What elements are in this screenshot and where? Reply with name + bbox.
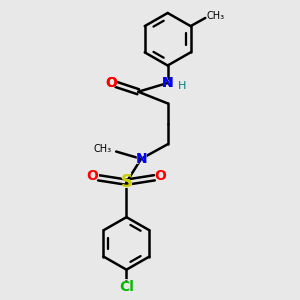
Text: O: O [105,76,117,90]
Text: O: O [104,74,117,92]
Text: Cl: Cl [118,278,134,296]
Text: CH₃: CH₃ [206,11,224,22]
Text: O: O [154,169,166,183]
Text: O: O [154,167,167,185]
Text: H: H [178,81,187,91]
Text: S: S [120,173,132,191]
Text: CH₃: CH₃ [94,144,112,154]
Text: S: S [120,172,133,192]
Text: N: N [134,150,148,168]
Text: O: O [105,76,117,90]
Text: N: N [161,74,174,92]
Text: N: N [135,152,147,166]
Text: N: N [162,76,173,90]
Text: N: N [162,76,173,90]
Text: Cl: Cl [119,280,134,294]
Text: O: O [86,167,99,185]
Text: O: O [87,169,98,183]
